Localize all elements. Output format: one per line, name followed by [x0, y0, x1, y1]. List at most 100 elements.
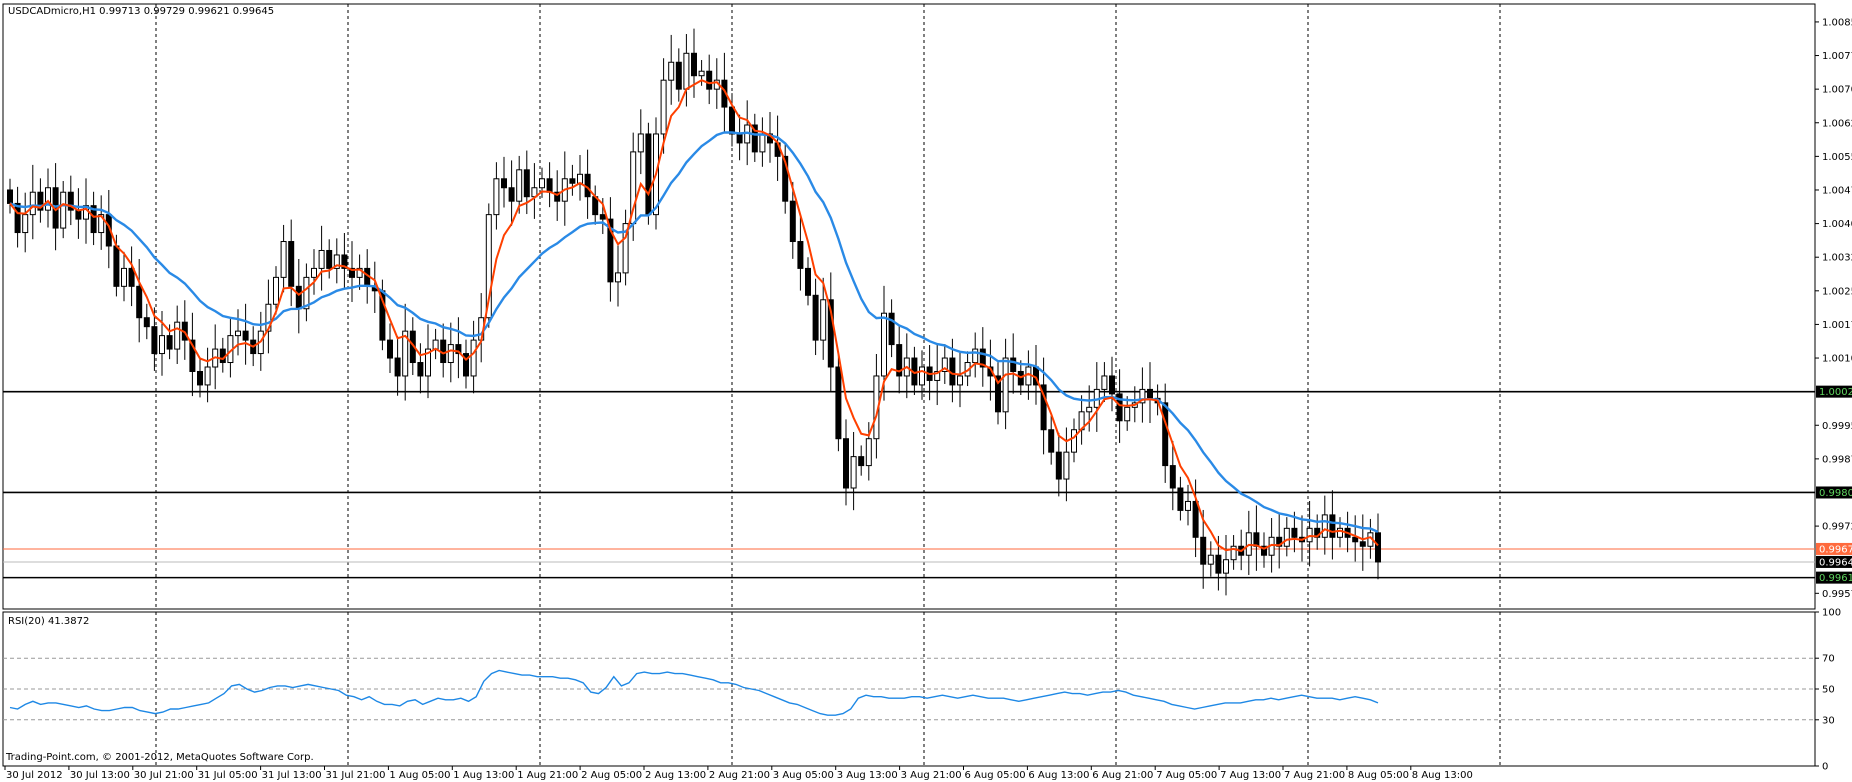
- candle-body: [37, 191, 44, 211]
- candle-body: [295, 285, 302, 310]
- price-tick-label: 1.00475: [1822, 185, 1852, 196]
- price-tick-label: 1.00775: [1822, 51, 1852, 62]
- candle-body: [1055, 451, 1062, 480]
- candle-body: [1162, 402, 1169, 467]
- time-tick-label: 6 Aug 05:00: [965, 770, 1026, 781]
- price-tick-label: 1.00700: [1822, 85, 1852, 96]
- candle-body: [919, 366, 925, 386]
- candle-body: [934, 370, 941, 381]
- candle-body: [45, 187, 51, 211]
- candle-body: [273, 276, 279, 305]
- candle-body: [569, 178, 576, 184]
- candle-body: [501, 178, 507, 189]
- price-tick-label: 1.00400: [1822, 219, 1852, 230]
- candle-body: [280, 241, 287, 278]
- candle-body: [136, 285, 143, 319]
- candle-body: [159, 335, 165, 355]
- candle-body: [425, 348, 431, 377]
- rsi-axis: 100 70 50 30 0: [1815, 608, 1841, 773]
- candle-body: [311, 267, 317, 278]
- price-tick-label: 0.99575: [1822, 589, 1852, 600]
- time-tick-label: 30 Jul 2012: [6, 770, 63, 781]
- candle-body: [143, 317, 150, 328]
- time-tick-label: 30 Jul 21:00: [134, 770, 194, 781]
- candle-body: [805, 267, 811, 296]
- price-tick-label: 1.00250: [1822, 286, 1852, 297]
- time-tick-label: 1 Aug 13:00: [453, 770, 514, 781]
- candle-body: [615, 272, 621, 283]
- candle-body: [896, 344, 903, 377]
- candle-body: [1025, 366, 1032, 386]
- candle-body: [1329, 514, 1336, 538]
- level-tag-bg: [1816, 486, 1852, 499]
- candle-body: [60, 191, 67, 229]
- copyright: Trading-Point.com, © 2001-2012, MetaQuot…: [5, 752, 314, 763]
- candle-body: [455, 344, 462, 355]
- candle-body: [288, 241, 295, 287]
- candle-body: [1101, 375, 1108, 390]
- candle-body: [1109, 375, 1115, 395]
- candle-body: [827, 299, 834, 368]
- candle-body: [599, 214, 606, 220]
- candle-body: [1185, 500, 1191, 511]
- candle-body: [782, 155, 789, 202]
- candle-body: [835, 366, 842, 440]
- candle-body: [1337, 527, 1343, 538]
- ma-fast-line: [9, 79, 1379, 553]
- candle-body: [1147, 388, 1153, 399]
- candle-body: [675, 61, 682, 90]
- price-tick-label: 1.00850: [1822, 17, 1852, 28]
- candle-body: [508, 187, 515, 202]
- time-tick-label: 1 Aug 05:00: [389, 770, 450, 781]
- candle-body: [554, 191, 561, 202]
- rsi-line: [9, 669, 1379, 716]
- candle-body: [972, 348, 979, 364]
- candle-body: [22, 214, 29, 234]
- candle-body: [303, 276, 310, 310]
- candle-body: [1169, 465, 1176, 489]
- candle-body: [1352, 536, 1359, 543]
- candle-body: [14, 202, 21, 234]
- time-tick-label: 3 Aug 05:00: [773, 770, 834, 781]
- time-tick-label: 7 Aug 13:00: [1220, 770, 1281, 781]
- candle-body: [865, 438, 872, 467]
- rsi-tick-label: 30: [1822, 715, 1835, 726]
- candle-body: [1207, 554, 1214, 565]
- candle-body: [546, 178, 553, 193]
- candle-body: [98, 214, 105, 234]
- candle-body: [447, 344, 454, 364]
- price-tag-label: 0.99645: [1819, 557, 1852, 568]
- candle-body: [67, 191, 74, 211]
- candle-body: [197, 370, 203, 386]
- time-tick-label: 30 Jul 13:00: [70, 770, 130, 781]
- time-axis: 30 Jul 2012 30 Jul 13:00 30 Jul 21:00 31 Ju…: [4, 766, 1473, 781]
- candle-body: [121, 267, 127, 287]
- price-axis: 1.00850 1.00775 1.00700 1.00625 1.00550 1.004…: [1815, 17, 1852, 600]
- candle-body: [1192, 500, 1199, 538]
- candle-body: [387, 339, 393, 359]
- candle-body: [736, 133, 743, 144]
- candle-body: [1200, 536, 1207, 565]
- candle-body: [850, 456, 857, 489]
- candle-body: [1230, 545, 1237, 561]
- time-tick-label: 6 Aug 13:00: [1028, 770, 1089, 781]
- candle-body: [1375, 532, 1381, 563]
- candle-body: [637, 133, 644, 153]
- time-tick-label: 7 Aug 05:00: [1156, 770, 1217, 781]
- time-tick-label: 2 Aug 13:00: [645, 770, 706, 781]
- candle-body: [683, 52, 690, 90]
- candle-body: [1124, 406, 1131, 422]
- price-tick-label: 1.00175: [1822, 320, 1852, 331]
- candle-body: [1321, 514, 1328, 538]
- candle-body: [174, 321, 181, 350]
- price-tick-label: 0.99725: [1822, 522, 1852, 533]
- candle-body: [485, 214, 492, 319]
- candle-body: [1071, 429, 1077, 453]
- candle-body: [463, 353, 469, 377]
- candle-body: [318, 249, 325, 269]
- time-tick-label: 2 Aug 05:00: [581, 770, 642, 781]
- rsi-tick-label: 0: [1822, 762, 1828, 773]
- candle-body: [7, 189, 13, 204]
